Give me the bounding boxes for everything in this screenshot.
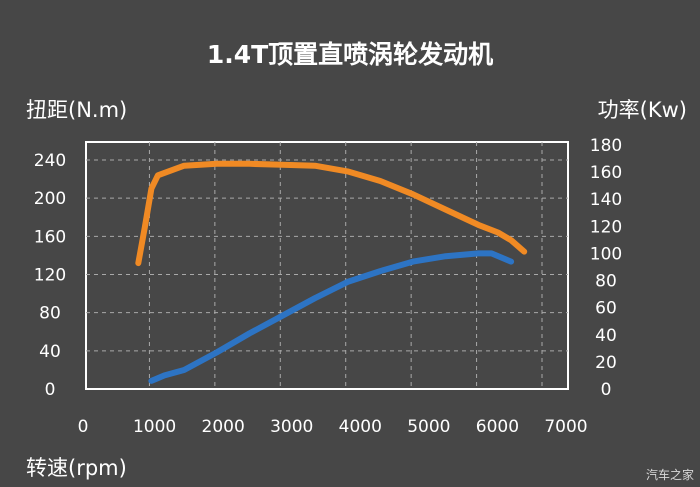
- plot-frame: [85, 141, 569, 390]
- y-axis-right-label: 功率(Kw): [597, 98, 687, 122]
- y-right-tick-label: 140: [590, 190, 622, 210]
- x-tick-label: 3000: [270, 417, 313, 437]
- watermark: 汽车之家: [645, 468, 694, 482]
- y-left-tick-label: 0: [45, 380, 56, 400]
- y-right-tick-label: 60: [595, 299, 617, 319]
- y-left-tick-label: 200: [34, 189, 66, 209]
- power-series-line: [148, 250, 515, 384]
- y-left-tick-label: 160: [34, 227, 66, 247]
- y-right-tick-label: 120: [590, 217, 622, 237]
- y-left-tick-label: 120: [34, 266, 66, 286]
- x-tick-label: 2000: [202, 417, 245, 437]
- x-tick-label: 4000: [339, 417, 382, 437]
- y-right-tick-label: 80: [595, 272, 617, 292]
- x-tick-label: 1000: [133, 417, 176, 437]
- y-axis-left-label: 扭距(N.m): [26, 98, 128, 122]
- y-right-tick-label: 40: [595, 326, 617, 346]
- y-right-tick-label: 100: [590, 244, 622, 264]
- y-right-tick-label: 0: [601, 380, 612, 400]
- x-tick-label: 7000: [544, 417, 587, 437]
- chart-title: 1.4T顶置直喷涡轮发动机: [206, 40, 494, 69]
- y-right-tick-label: 180: [590, 136, 622, 156]
- x-tick-label: 0: [78, 417, 89, 437]
- y-left-tick-label: 240: [34, 151, 66, 171]
- y-left-tick-label: 40: [39, 342, 61, 362]
- x-axis-label: 转速(rpm): [26, 456, 127, 480]
- y-left-tick-label: 80: [39, 304, 61, 324]
- torque-series-line: [135, 160, 528, 267]
- y-right-tick-label: 160: [590, 163, 622, 183]
- y-right-tick-label: 20: [595, 353, 617, 373]
- x-tick-label: 6000: [476, 417, 519, 437]
- x-tick-label: 5000: [407, 417, 450, 437]
